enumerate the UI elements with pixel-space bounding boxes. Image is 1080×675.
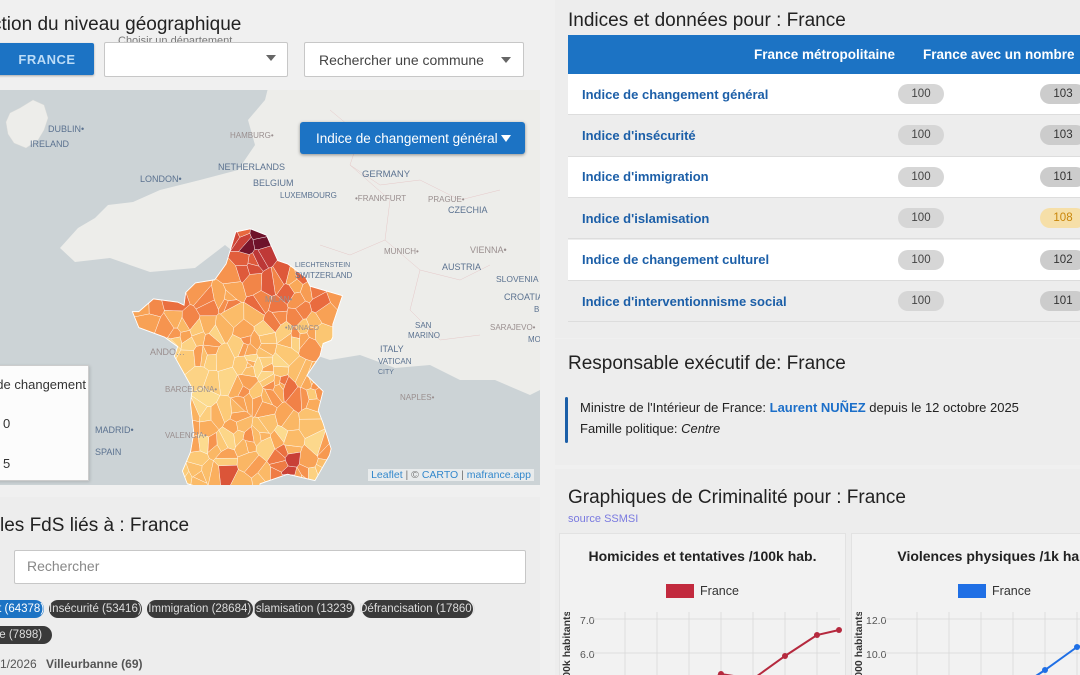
svg-text:Milan•: Milan• <box>265 295 292 304</box>
svg-text:LONDON•: LONDON• <box>140 174 182 184</box>
svg-text:LIECHTENSTEIN: LIECHTENSTEIN <box>295 262 350 269</box>
svg-text:MARINO: MARINO <box>408 331 440 340</box>
svg-text:Hamburg•: Hamburg• <box>230 131 274 140</box>
svg-text:Munich•: Munich• <box>384 247 419 256</box>
svg-text:GERMANY: GERMANY <box>362 169 411 180</box>
svg-text:NETHERLANDS: NETHERLANDS <box>218 162 285 172</box>
svg-text:CITY: CITY <box>378 369 394 376</box>
svg-text:(/100k habitants): (/100k habitants) <box>561 612 573 675</box>
svg-text:BELGIUM: BELGIUM <box>253 178 294 188</box>
svg-text:•Frankfurt: •Frankfurt <box>355 194 406 203</box>
svg-text:IRELAND: IRELAND <box>30 139 70 149</box>
svg-text:6.0: 6.0 <box>580 649 595 661</box>
svg-text:MONT…: MONT… <box>528 335 540 344</box>
svg-text:SWITZERLAND: SWITZERLAND <box>295 271 353 280</box>
svg-text:SLOVENIA: SLOVENIA <box>496 274 539 284</box>
svg-text:LUXEMBOURG: LUXEMBOURG <box>280 191 337 200</box>
svg-text:(/1000 habitants): (/1000 habitants) <box>853 612 865 675</box>
svg-text:AUSTRIA: AUSTRIA <box>442 262 481 272</box>
svg-text:Prague•: Prague• <box>428 195 465 204</box>
svg-text:VIENNA•: VIENNA• <box>470 245 507 255</box>
svg-text:VATICAN: VATICAN <box>378 357 412 366</box>
svg-text:Dublin•: Dublin• <box>48 124 84 134</box>
svg-text:ITALY: ITALY <box>380 344 404 354</box>
svg-text:CROATIA: CROATIA <box>504 292 540 302</box>
svg-text:SAN: SAN <box>415 321 432 330</box>
svg-text:SPAIN: SPAIN <box>95 447 121 457</box>
svg-text:Naples•: Naples• <box>400 393 435 402</box>
svg-text:Be•: Be• <box>534 305 540 314</box>
svg-text:Sarajevo•: Sarajevo• <box>490 323 536 332</box>
svg-text:Valencia•: Valencia• <box>165 431 207 440</box>
svg-text:ANDO…: ANDO… <box>150 347 185 357</box>
svg-text:Barcelona•: Barcelona• <box>165 385 217 394</box>
svg-text:CZECHIA: CZECHIA <box>448 205 488 215</box>
svg-text:7.0: 7.0 <box>580 615 595 627</box>
svg-text:•MONACO: •MONACO <box>285 325 320 332</box>
svg-text:10.0: 10.0 <box>866 649 887 661</box>
svg-text:MADRID•: MADRID• <box>95 425 134 435</box>
svg-text:12.0: 12.0 <box>866 615 887 627</box>
